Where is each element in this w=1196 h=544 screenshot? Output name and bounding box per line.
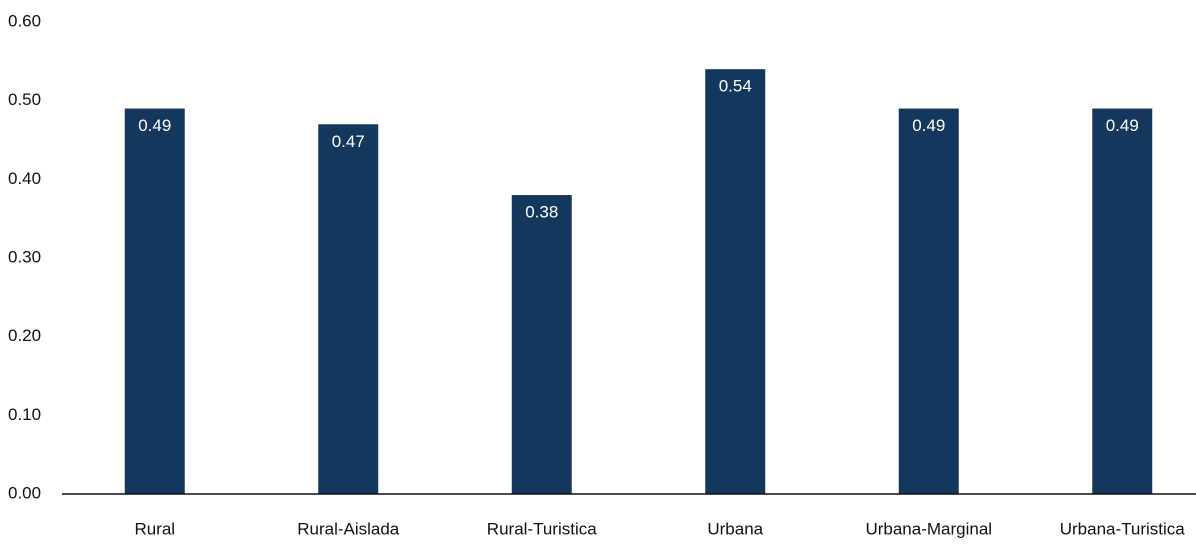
y-tick-label: 0.20	[8, 326, 41, 345]
value-label: 0.47	[332, 132, 365, 151]
value-label: 0.49	[1106, 116, 1139, 135]
bar	[705, 69, 766, 494]
y-tick-label: 0.40	[8, 169, 41, 188]
bar	[1092, 108, 1153, 495]
bar	[124, 108, 185, 495]
y-tick-label: 0.50	[8, 90, 41, 109]
bar	[511, 195, 572, 495]
bar	[898, 108, 959, 495]
value-label: 0.49	[912, 116, 945, 135]
x-tick-label: Rural-Turistica	[487, 519, 597, 538]
x-tick-label: Rural	[134, 519, 175, 538]
x-tick-label: Urbana-Marginal	[865, 519, 992, 538]
x-tick-label: Rural-Aislada	[297, 519, 400, 538]
y-tick-label: 0.60	[8, 11, 41, 30]
value-label: 0.49	[138, 116, 171, 135]
value-label: 0.38	[525, 203, 558, 222]
x-tick-label: Urbana-Turistica	[1060, 519, 1186, 538]
y-tick-label: 0.10	[8, 405, 41, 424]
x-tick-label: Urbana	[707, 519, 763, 538]
y-tick-label: 0.00	[8, 483, 41, 502]
y-tick-label: 0.30	[8, 247, 41, 266]
value-label: 0.54	[719, 77, 752, 96]
bar	[318, 124, 379, 495]
